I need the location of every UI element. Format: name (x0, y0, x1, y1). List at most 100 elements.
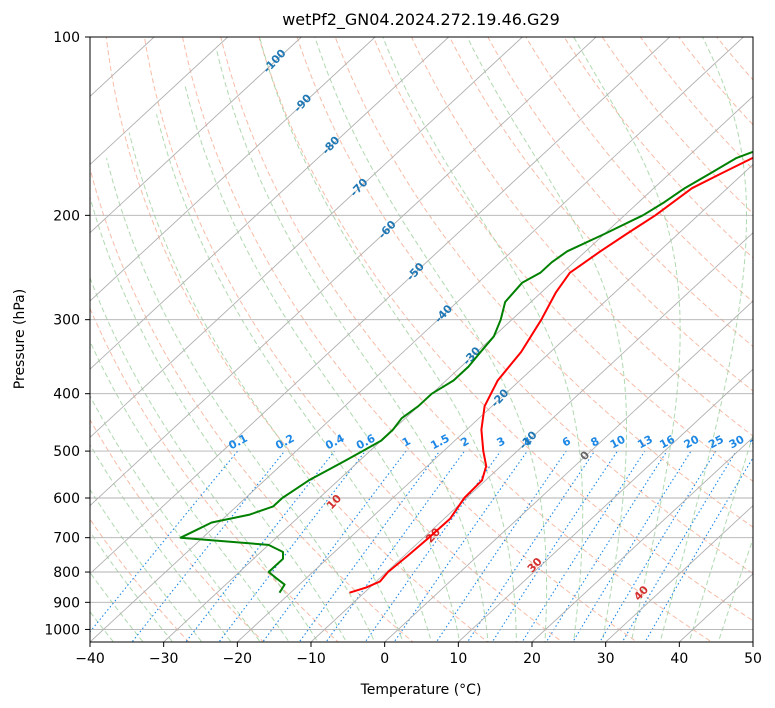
isotherm-line (90, 37, 597, 507)
y-axis-ticks: 100 200 300 400 500 600 700 800 900 1000 (44, 30, 90, 638)
mixing-ratio-line (491, 450, 618, 642)
dry-adiabat-line (105, 37, 489, 642)
isotherm-line (90, 37, 229, 166)
y-tick-label: 800 (53, 565, 80, 581)
mixing-ratio-lines (90, 450, 753, 642)
moist-adiabat-line (156, 114, 432, 642)
moist-adiabat-line (573, 37, 681, 642)
mixing-ratio-line (218, 450, 366, 642)
y-tick-label: 400 (53, 387, 80, 403)
mixing-ratio-label: 13 (635, 433, 655, 452)
mixing-ratio-label: 6 (560, 434, 573, 449)
moist-adiabats (90, 37, 753, 642)
y-tick-label: 200 (53, 208, 80, 224)
mixing-ratio-label: 3 (495, 434, 508, 449)
y-tick-label: 1000 (44, 622, 80, 638)
dry-adiabat-line (334, 37, 753, 528)
plot-area: 0.1 0.2 0.4 0.6 1 1.5 2 3 4 6 8 10 13 16 20 25 30 36-100-… (0, 24, 775, 654)
moist-adiabat-line (90, 610, 115, 642)
x-tick-label: −40 (75, 651, 105, 667)
moist-adiabat-line (90, 488, 203, 642)
dry-adiabat-line (90, 166, 414, 642)
x-axis-label: Temperature (°C) (360, 682, 482, 698)
x-axis-ticks: −40 −30 −20 −10 0 10 20 30 40 50 (75, 642, 762, 667)
moist-adiabat-line (717, 537, 753, 642)
mixing-ratio-line (185, 450, 335, 642)
moist-adiabat-line (184, 83, 461, 642)
isotherm-line (752, 641, 753, 642)
mixing-ratio-line (521, 450, 646, 642)
mixing-ratio-label: 8 (589, 434, 602, 449)
moist-adiabat-line (314, 37, 548, 642)
mixing-ratio-line (393, 450, 528, 642)
isotherm-line (384, 300, 753, 642)
isotherm-line (90, 37, 523, 438)
mixing-ratio-line (435, 450, 567, 642)
y-tick-label: 300 (53, 313, 80, 329)
dry-adiabat-line (296, 37, 753, 575)
moist-adiabat-line (216, 49, 489, 642)
mixing-ratio-line (364, 450, 502, 642)
isotherm-line (236, 163, 753, 642)
y-tick-label: 500 (53, 444, 80, 460)
moist-adiabat-line (90, 340, 290, 642)
isotherm-line (531, 436, 753, 642)
mixing-ratio-label: 0.1 (226, 432, 249, 453)
y-tick-label: 100 (53, 30, 80, 46)
isotherm-line (90, 37, 744, 642)
profile-series (179, 150, 753, 594)
x-tick-label: 20 (523, 651, 541, 667)
mixing-ratio-label: 36 (748, 433, 768, 452)
x-tick-label: 0 (380, 651, 389, 667)
mixing-ratio-label: 2 (458, 434, 471, 449)
mixing-ratio-line (621, 450, 737, 642)
plot-frame (89, 36, 754, 643)
mixing-ratio-label: 16 (657, 433, 677, 452)
mixing-ratio-line (131, 450, 286, 642)
isotherm-line (90, 37, 671, 575)
mixing-ratio-label: 1.5 (428, 432, 451, 453)
temperature-profile-line (349, 156, 753, 594)
dry-adiabat-line (411, 37, 753, 437)
dewpoint-profile-line (179, 150, 753, 594)
isotherm-line (90, 37, 376, 302)
x-tick-label: 30 (597, 651, 615, 667)
mixing-ratio-label: 20 (682, 433, 702, 452)
chart-title: wetPf2_GN04.2024.272.19.46.G29 (282, 10, 560, 30)
mixing-ratio-line (644, 456, 753, 642)
mixing-ratio-label: 10 (608, 433, 628, 452)
mixing-ratio-line (599, 450, 717, 642)
dry-adiabat-line (716, 37, 753, 81)
x-tick-label: −30 (149, 651, 179, 667)
x-tick-label: −10 (296, 651, 326, 667)
isotherm-line (678, 573, 753, 642)
y-axis-label: Pressure (hPa) (12, 289, 28, 389)
dry-adiabat-line (258, 37, 753, 622)
dry-adiabat-line (487, 37, 753, 348)
dry-adiabats (90, 24, 775, 654)
mixing-ratio-line (325, 450, 465, 642)
moist-adiabat-line (106, 157, 376, 642)
dry-adiabat-label: 40 (631, 583, 651, 603)
dry-adiabat-line (220, 37, 713, 642)
moist-adiabat-line (90, 443, 232, 642)
isotherm-line (0, 37, 7, 642)
mixing-ratio-label: 1 (400, 434, 413, 449)
dry-adiabat-line (90, 418, 265, 642)
mixing-ratio-line (298, 450, 441, 642)
y-tick-label: 900 (53, 595, 80, 611)
y-tick-label: 700 (53, 531, 80, 547)
mixing-ratio-label: 0.4 (323, 432, 347, 453)
dry-adiabat-line (90, 518, 190, 642)
moist-adiabat-line (128, 132, 404, 642)
moist-adiabat-line (90, 276, 319, 642)
dry-adiabat-line (744, 24, 775, 654)
y-tick-label: 600 (53, 491, 80, 507)
isotherm-line (457, 368, 753, 642)
isotherm-line (90, 37, 302, 234)
mixing-ratio-line (90, 450, 239, 633)
isotherm-line (90, 37, 450, 370)
mixing-ratio-label: 25 (706, 433, 726, 452)
moist-adiabat-line (259, 37, 517, 642)
